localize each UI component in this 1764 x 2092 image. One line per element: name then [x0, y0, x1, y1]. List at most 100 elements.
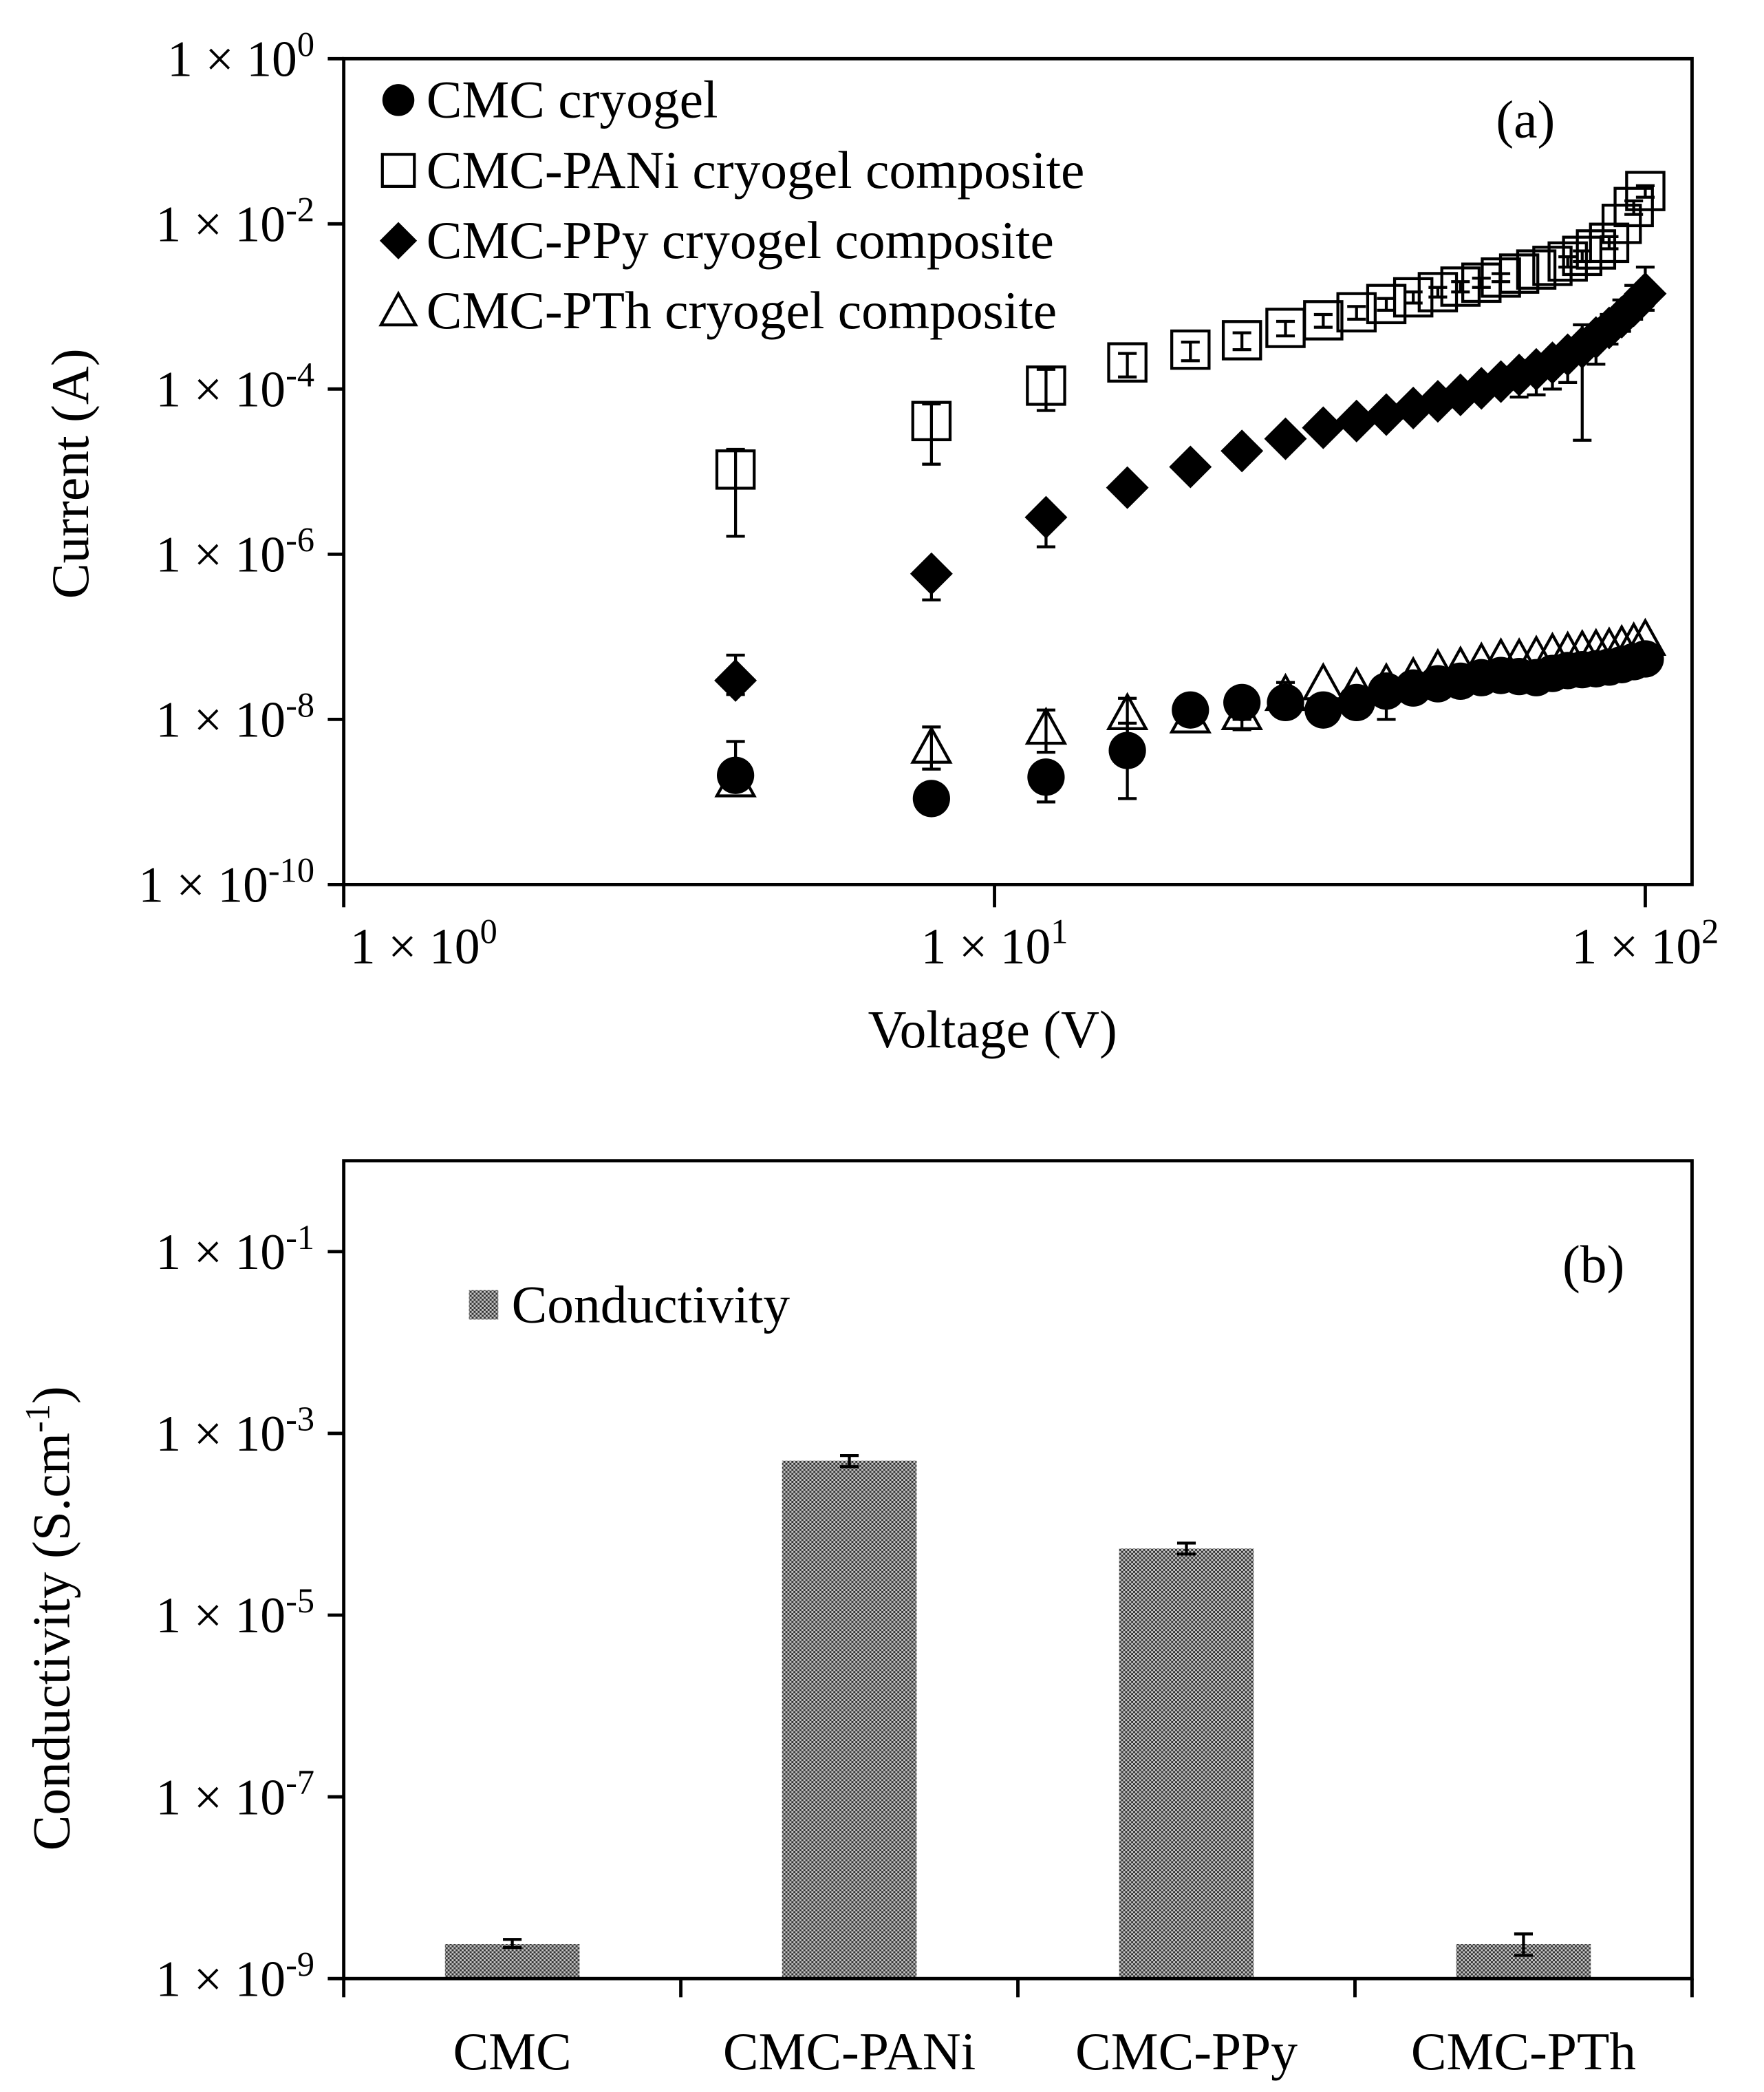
panel-b-axes: 1 × 10-11 × 10-31 × 10-51 × 10-71 × 10-9… — [155, 1218, 1694, 2081]
tick-mantissa: 1 × 10 — [155, 1587, 286, 1643]
panel-a-legend: CMC cryogel CMC-PANi cryogel composite CMC… — [378, 70, 1085, 340]
y-tick-label: 1 × 10-7 — [155, 1763, 314, 1825]
legend-label: Conductivity — [512, 1274, 790, 1334]
tick-mantissa: 1 × 10 — [350, 918, 480, 974]
bar-cmc — [444, 1943, 580, 1979]
error-bar — [1514, 1932, 1534, 1957]
cmc-ppy-cryogel-composite-point — [1302, 406, 1345, 449]
tick-exponent: 1 — [1051, 912, 1068, 951]
panel-b-legend: Conductivity — [469, 1274, 790, 1334]
cmc-pani-cryogel-composite-point — [1601, 204, 1642, 244]
error-bar — [1377, 297, 1396, 312]
tick-exponent: -9 — [286, 1945, 314, 1983]
error-bar — [1232, 331, 1251, 352]
y-axis-title-superscript: -1 — [19, 1404, 57, 1433]
cmc-pani-cryogel-composite-point — [1303, 300, 1344, 341]
error-bar — [1036, 708, 1055, 754]
tick-exponent: -4 — [286, 355, 314, 394]
tick-mantissa: 1 × 10 — [155, 1769, 286, 1825]
bar-cmc-ppy — [1119, 1548, 1254, 1979]
legend-item-cmc-cryogel: CMC cryogel — [382, 70, 718, 129]
x-category-label: CMC-PANi — [723, 2022, 976, 2081]
error-bar — [1472, 277, 1491, 289]
legend-item-cmc-pth-cryogel-composite: CMC-PTh cryogel composite — [378, 281, 1057, 340]
error-bar — [1036, 761, 1055, 804]
cmc-pani-cryogel-composite-point — [1107, 342, 1148, 383]
error-bar — [922, 563, 941, 601]
error-bar — [1176, 1541, 1196, 1556]
legend-item-cmc-pani-cryogel-composite: CMC-PANi cryogel composite — [380, 140, 1085, 200]
panel-b-conductivity: 1 × 10-11 × 10-31 × 10-51 × 10-71 × 10-9… — [19, 1159, 1694, 2081]
errors-cmc-pani-cryogel-composite — [726, 184, 1655, 538]
x-tick-label: 1 × 101 — [921, 912, 1068, 974]
error-bar — [922, 725, 941, 771]
error-bar — [922, 402, 941, 466]
error-bar — [1586, 323, 1606, 366]
panel-b-error-bars — [503, 1453, 1534, 1957]
cmc-pani-cryogel-composite-point — [1170, 329, 1211, 370]
tick-exponent: -5 — [286, 1581, 314, 1620]
error-bar — [1403, 290, 1423, 305]
cmc-ppy-cryogel-composite-point — [1335, 399, 1378, 442]
tick-exponent: -7 — [286, 1763, 314, 1802]
tick-mantissa: 1 × 10 — [1572, 918, 1702, 974]
error-bar — [726, 447, 745, 538]
error-bar — [839, 1453, 859, 1469]
series-cmc-cryogel — [717, 640, 1664, 818]
tick-exponent: -6 — [286, 520, 314, 559]
error-bar — [1036, 367, 1055, 412]
filled-diamond-icon — [379, 222, 418, 259]
error-bar — [1428, 286, 1448, 299]
error-bar — [1624, 199, 1644, 216]
y-tick-label: 1 × 10-4 — [155, 355, 314, 417]
bar-cmc-pani — [782, 1460, 917, 1979]
tick-exponent: -2 — [286, 190, 314, 228]
error-bar — [1276, 431, 1295, 449]
tick-mantissa: 1 × 10 — [138, 857, 268, 913]
panel-a-y-axis-title: Current (A) — [41, 348, 100, 599]
tick-mantissa: 1 × 10 — [155, 1950, 286, 2007]
panel-a-plot-frame — [342, 56, 1694, 886]
tick-exponent: 2 — [1701, 912, 1719, 951]
panel-a-error-bars — [726, 184, 1655, 804]
tick-mantissa: 1 × 10 — [167, 30, 297, 87]
y-tick-label: 1 × 10-6 — [155, 520, 314, 582]
tick-mantissa: 1 × 10 — [921, 918, 1051, 974]
cmc-cryogel-point — [1626, 640, 1664, 678]
error-bar — [503, 1938, 522, 1950]
error-bar — [1181, 460, 1200, 477]
error-bar — [726, 740, 745, 787]
error-bar — [1558, 345, 1578, 384]
errors-cmc-pth-cryogel-composite — [922, 681, 1295, 771]
error-bar — [1542, 353, 1562, 391]
error-bar — [1118, 352, 1137, 378]
error-bar — [1509, 366, 1529, 399]
cmc-cryogel-point — [1337, 683, 1375, 722]
checker-swatch-icon — [469, 1290, 499, 1320]
cmc-cryogel-point — [912, 780, 950, 818]
error-bar — [1635, 184, 1655, 199]
panel-b-label: (b) — [1562, 1235, 1624, 1294]
error-bar — [1232, 703, 1251, 732]
panel-a-x-axis-title: Voltage (V) — [868, 1000, 1117, 1059]
error-bar — [1276, 319, 1295, 338]
error-bar — [1492, 272, 1511, 284]
cmc-pani-cryogel-composite-point — [1221, 320, 1262, 361]
tick-exponent: -3 — [286, 1400, 314, 1438]
tick-exponent: 0 — [297, 25, 314, 63]
tick-mantissa: 1 × 10 — [155, 1405, 286, 1462]
error-bar — [1036, 507, 1055, 548]
cmc-cryogel-point — [1304, 691, 1342, 729]
error-bar — [1558, 255, 1578, 269]
y-tick-label: 1 × 100 — [167, 25, 314, 87]
legend-item-cmc-ppy-cryogel-composite: CMC-PPy cryogel composite — [379, 211, 1054, 270]
error-bar — [1624, 284, 1644, 321]
y-tick-label: 1 × 10-3 — [155, 1400, 314, 1462]
tick-exponent: 0 — [480, 912, 497, 951]
error-bar — [1573, 249, 1592, 264]
legend-label: CMC-PANi cryogel composite — [427, 140, 1085, 200]
